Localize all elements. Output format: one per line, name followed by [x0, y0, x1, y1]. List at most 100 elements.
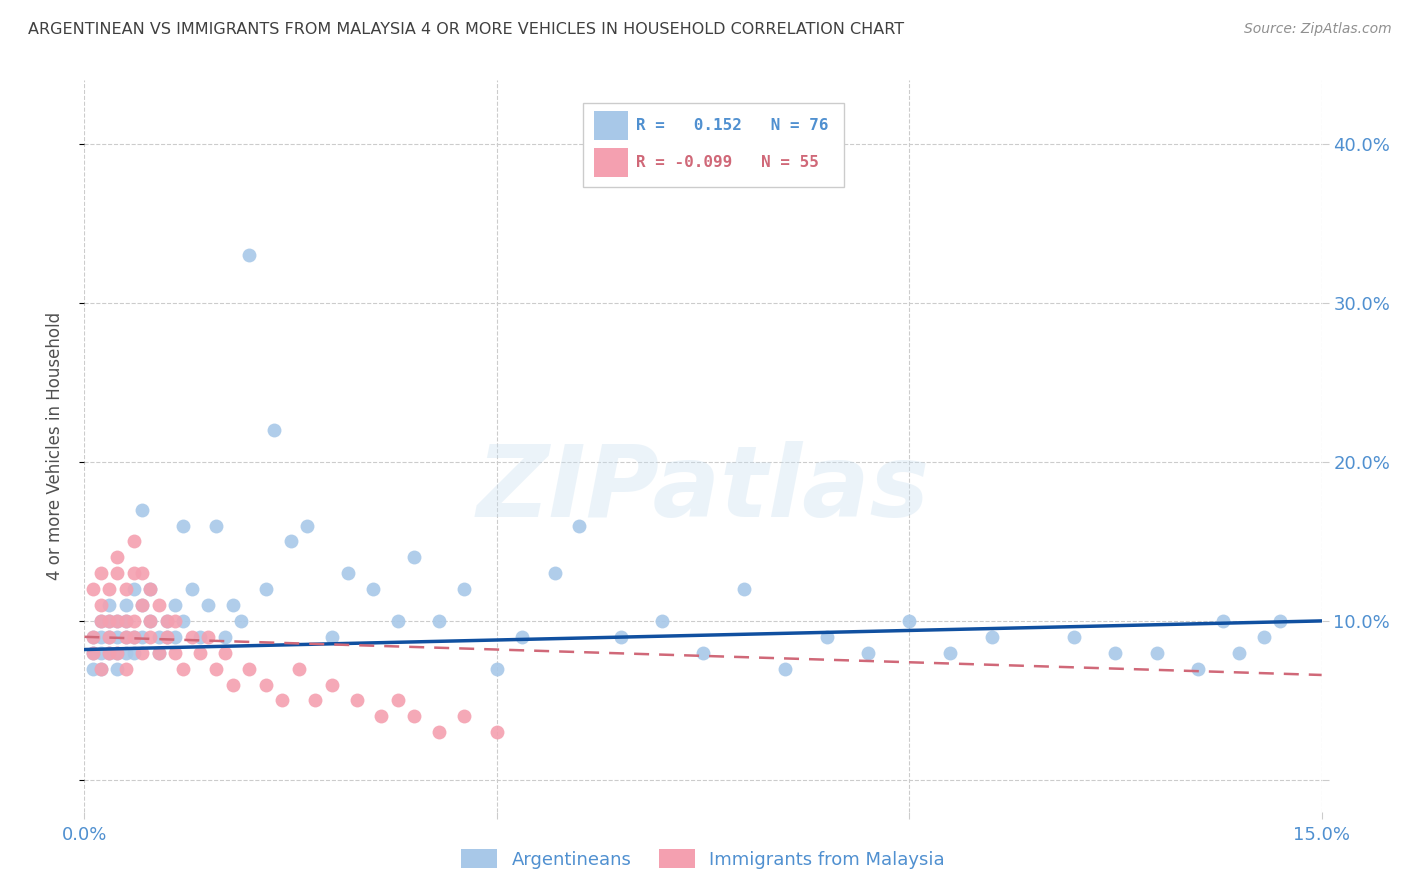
Point [98, 630, 121, 644]
Point [90, 598, 112, 612]
Point [105, 646, 128, 660]
Point [90, 614, 112, 628]
Point [90, 630, 112, 644]
Point [105, 630, 128, 644]
Point [90, 566, 112, 581]
Point [98, 614, 121, 628]
Point [90, 662, 112, 676]
Point [280, 534, 302, 549]
Point [387, 614, 409, 628]
Point [122, 582, 145, 596]
Point [165, 614, 187, 628]
Point [1227, 646, 1250, 660]
Point [90, 662, 112, 676]
Point [82, 662, 104, 676]
Point [733, 582, 755, 596]
Point [114, 614, 136, 628]
Point [1063, 630, 1085, 644]
Point [510, 630, 533, 644]
Point [651, 614, 673, 628]
Point [1212, 614, 1234, 628]
Point [105, 614, 128, 628]
Point [980, 630, 1002, 644]
Point [1187, 662, 1209, 676]
Point [1253, 630, 1275, 644]
Point [122, 630, 145, 644]
Point [131, 502, 153, 516]
Point [131, 598, 153, 612]
Point [82, 582, 104, 596]
Point [98, 646, 121, 660]
Point [105, 566, 128, 581]
Point [90, 614, 112, 628]
Point [131, 630, 153, 644]
Point [172, 662, 194, 676]
Point [131, 598, 153, 612]
Point [165, 630, 187, 644]
Point [165, 646, 187, 660]
Point [148, 646, 170, 660]
Point [139, 614, 162, 628]
Point [214, 630, 236, 644]
Point [156, 614, 179, 628]
Point [98, 614, 121, 628]
Point [122, 614, 145, 628]
Point [98, 630, 121, 644]
Point [122, 630, 145, 644]
Point [815, 630, 838, 644]
Point [775, 662, 797, 676]
Point [197, 630, 219, 644]
Point [263, 423, 285, 437]
Point [114, 614, 136, 628]
Point [222, 598, 245, 612]
Point [82, 646, 104, 660]
Point [148, 630, 170, 644]
Legend: Argentineans, Immigrants from Malaysia: Argentineans, Immigrants from Malaysia [454, 842, 952, 876]
Point [387, 693, 409, 707]
Point [98, 582, 121, 596]
Point [180, 582, 202, 596]
Point [114, 630, 136, 644]
Point [114, 662, 136, 676]
Point [568, 518, 591, 533]
Point [131, 646, 153, 660]
Point [139, 582, 162, 596]
Point [485, 662, 508, 676]
Point [188, 646, 211, 660]
Point [82, 630, 104, 644]
Point [304, 693, 326, 707]
Point [122, 534, 145, 549]
Point [105, 662, 128, 676]
Point [172, 614, 194, 628]
Point [197, 598, 219, 612]
Point [148, 598, 170, 612]
Point [114, 598, 136, 612]
Point [139, 630, 162, 644]
Point [370, 709, 392, 723]
Point [205, 662, 228, 676]
Point [139, 614, 162, 628]
Point [453, 582, 475, 596]
Point [361, 582, 384, 596]
Point [131, 566, 153, 581]
Point [254, 677, 277, 691]
Point [346, 693, 368, 707]
Point [271, 693, 294, 707]
Point [254, 582, 277, 596]
Point [295, 518, 318, 533]
Point [485, 725, 508, 739]
Point [939, 646, 962, 660]
Point [214, 646, 236, 660]
Point [288, 662, 311, 676]
Point [105, 614, 128, 628]
Point [1104, 646, 1126, 660]
Point [1146, 646, 1168, 660]
Text: ARGENTINEAN VS IMMIGRANTS FROM MALAYSIA 4 OR MORE VEHICLES IN HOUSEHOLD CORRELAT: ARGENTINEAN VS IMMIGRANTS FROM MALAYSIA … [28, 22, 904, 37]
Point [122, 646, 145, 660]
Point [427, 725, 450, 739]
Point [156, 630, 179, 644]
Point [205, 518, 228, 533]
Point [105, 646, 128, 660]
Point [453, 709, 475, 723]
Point [139, 582, 162, 596]
